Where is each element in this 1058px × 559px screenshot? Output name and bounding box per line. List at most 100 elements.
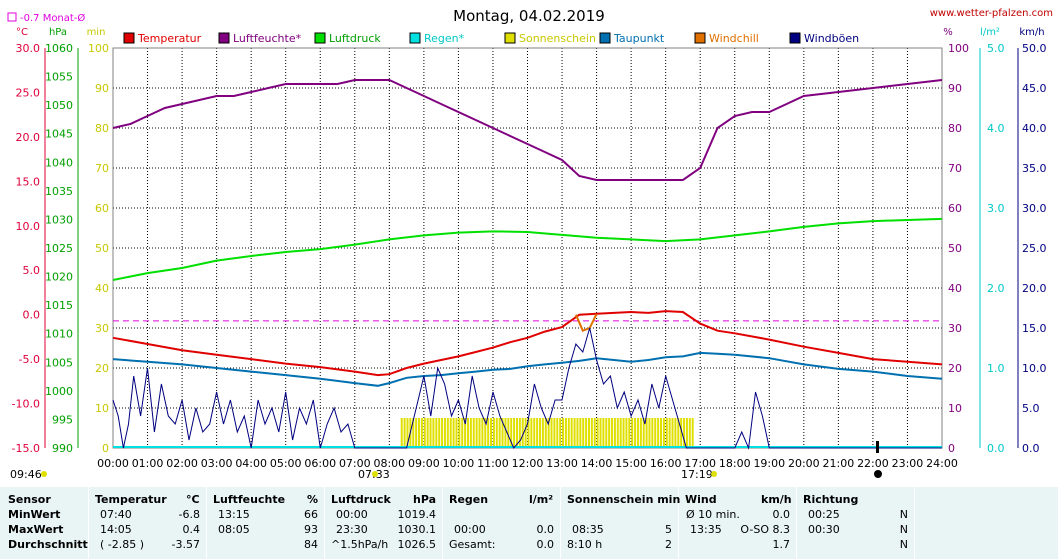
unit-temp: °C (16, 27, 28, 38)
tick-label-pressure: 1025 (45, 242, 73, 255)
row-label-avg: Durchschnitt (8, 538, 88, 551)
sunshine-bar (651, 418, 654, 448)
sunshine-bar (636, 418, 639, 448)
tick-label-temp: 20.0 (16, 131, 41, 144)
sunshine-bar (677, 418, 680, 448)
sunshine-bar (544, 418, 547, 448)
legend-label: Windböen (804, 32, 859, 45)
avg-wind-value: 1.7 (772, 538, 791, 551)
tick-label-pressure: 1010 (45, 328, 73, 341)
unit-rain: l/m² (980, 27, 1000, 38)
x-tick-label: 13:00 (546, 457, 578, 470)
sunshine-bar (527, 418, 530, 448)
series-line-windchill (574, 313, 598, 332)
tick-label-minutes: 50 (95, 242, 109, 255)
legend-label: Luftdruck (329, 32, 381, 45)
min-press-time: 00:00 (336, 508, 368, 521)
tick-label-temp: 30.0 (16, 42, 41, 55)
legend-swatch (504, 32, 516, 44)
max-press-time: 23:30 (336, 523, 368, 536)
sunshine-bar (446, 418, 449, 448)
sunshine-bar (426, 418, 429, 448)
min-hum-time: 13:15 (218, 508, 250, 521)
tick-label-wind: 50.0 (1022, 42, 1047, 55)
tick-label-pressure: 1060 (45, 42, 73, 55)
sunshine-bar (504, 418, 507, 448)
avg-temp-value: -3.57 (171, 538, 200, 551)
sunshine-bar (524, 418, 527, 448)
tick-label-pressure: 1000 (45, 385, 73, 398)
tick-label-wind: 20.0 (1022, 282, 1047, 295)
tick-label-pressure: 995 (52, 413, 73, 426)
tick-label-percent: 40 (948, 282, 962, 295)
hdr-pressure: Luftdruck (331, 493, 391, 506)
tick-label-pressure: 1005 (45, 356, 73, 369)
sunshine-bar (501, 418, 504, 448)
tick-label-wind: 10.0 (1022, 362, 1047, 375)
series-line-windböen (112, 327, 942, 450)
x-tick-label: 00:00 (97, 457, 129, 470)
hdr-wind: Wind (685, 493, 717, 506)
sunshine-bar (639, 418, 642, 448)
sunshine-bar (559, 418, 562, 448)
x-tick-label: 18:00 (719, 457, 751, 470)
x-tick-label: 19:00 (753, 457, 785, 470)
tick-label-minutes: 100 (88, 42, 109, 55)
legend: Temperatur Luftfeuchte* Luftdruck Regen* Son… (123, 32, 859, 45)
sunshine-bar (461, 418, 464, 448)
sunshine-bar (547, 418, 550, 448)
max-dir-value: N (899, 523, 908, 536)
sunshine-bar (596, 418, 599, 448)
sunshine-bar (567, 418, 570, 448)
min-temp-time: 07:40 (100, 508, 132, 521)
x-tick-label: 02:00 (166, 457, 198, 470)
sunshine-bar (423, 418, 426, 448)
series-line-luftfeuchte (112, 79, 943, 181)
sunshine-bar (587, 418, 590, 448)
tick-label-minutes: 10 (95, 402, 109, 415)
divider (796, 487, 797, 559)
min-wind-value: 0.0 (772, 508, 791, 521)
tick-label-wind: 5.0 (1022, 402, 1040, 415)
sunshine-bar (458, 418, 461, 448)
sunshine-bar (608, 418, 611, 448)
series-line-temperatur (112, 310, 943, 377)
tick-label-minutes: 60 (95, 202, 109, 215)
sunshine-bar (521, 418, 524, 448)
sunshine-bar (484, 418, 487, 448)
sunshine-bar (418, 418, 421, 448)
sunshine-bar (403, 418, 406, 448)
avg-temp-note: ( -2.85 ) (100, 538, 145, 551)
sunshine-bar (518, 418, 521, 448)
chart-title: Montag, 04.02.2019 (453, 7, 605, 25)
current-time: 09:46 (10, 468, 42, 481)
tick-label-pressure: 1045 (45, 128, 73, 141)
sunshine-bar (438, 418, 441, 448)
series-lines (112, 79, 943, 450)
sunshine-bar (435, 418, 438, 448)
sunshine-bar (579, 418, 582, 448)
sunshine-bar (469, 418, 472, 448)
chart-background (0, 0, 1058, 487)
hdr-direction: Richtung (803, 493, 859, 506)
sunshine-bar (625, 418, 628, 448)
tick-label-wind: 25.0 (1022, 242, 1047, 255)
sunshine-bar (530, 418, 533, 448)
tick-label-rain: 0.0 (987, 442, 1005, 455)
max-wind-time: 13:35 (690, 523, 722, 536)
sunshine-bars (113, 418, 942, 448)
sunshine-bar (492, 418, 495, 448)
sunshine-bar (585, 418, 588, 448)
sunshine-bar (556, 418, 559, 448)
x-tick-label: 15:00 (615, 457, 647, 470)
tick-label-pressure: 1055 (45, 71, 73, 84)
sunshine-bar (533, 418, 536, 448)
tick-label-temp: -5.0 (19, 353, 40, 366)
sunshine-bar (605, 418, 608, 448)
sunshine-bar (654, 418, 657, 448)
site-url[interactable]: www.wetter-pfalzen.com (930, 8, 1053, 19)
hdr-temp: Temperatur (95, 493, 167, 506)
divider (206, 487, 207, 559)
tick-label-percent: 100 (948, 42, 969, 55)
legend-swatch (123, 32, 135, 44)
